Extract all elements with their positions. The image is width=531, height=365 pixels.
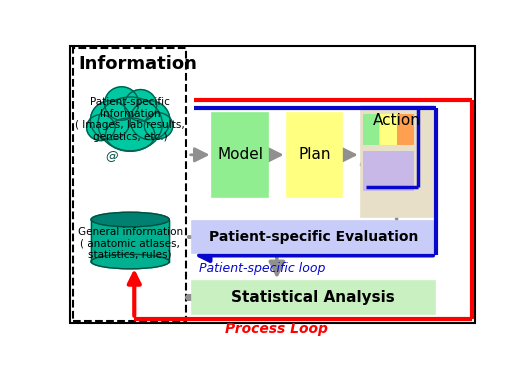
Bar: [212, 113, 268, 197]
Text: Statistical Analysis: Statistical Analysis: [232, 290, 395, 305]
Ellipse shape: [91, 212, 169, 227]
Ellipse shape: [98, 97, 162, 151]
Text: Patient-specific Evaluation: Patient-specific Evaluation: [209, 230, 418, 244]
Bar: [192, 281, 435, 314]
Ellipse shape: [91, 254, 169, 269]
Text: Action: Action: [373, 112, 421, 127]
Text: Patient-specific loop: Patient-specific loop: [199, 262, 325, 275]
FancyBboxPatch shape: [73, 48, 186, 320]
Bar: [91, 219, 169, 262]
Bar: [363, 114, 378, 143]
Bar: [380, 114, 396, 143]
Text: Patient-specific
Information
( Images, lab results,
genetics, etc.): Patient-specific Information ( Images, l…: [75, 97, 185, 142]
Text: General information
( anatomic atlases,
statistics, rules): General information ( anatomic atlases, …: [78, 227, 183, 260]
FancyBboxPatch shape: [70, 46, 475, 323]
Text: Process Loop: Process Loop: [225, 322, 328, 336]
Ellipse shape: [144, 113, 173, 139]
Ellipse shape: [90, 101, 130, 140]
Ellipse shape: [105, 87, 139, 120]
Ellipse shape: [124, 89, 157, 121]
Ellipse shape: [130, 101, 170, 140]
Ellipse shape: [87, 115, 115, 141]
Ellipse shape: [106, 118, 155, 151]
Bar: [361, 105, 433, 217]
Text: Information: Information: [79, 55, 198, 73]
Text: @: @: [105, 150, 118, 163]
Bar: [363, 151, 413, 190]
Text: Plan: Plan: [298, 147, 331, 162]
Bar: [287, 113, 342, 197]
Bar: [397, 114, 413, 143]
Bar: [192, 221, 435, 253]
Text: Model: Model: [217, 147, 263, 162]
